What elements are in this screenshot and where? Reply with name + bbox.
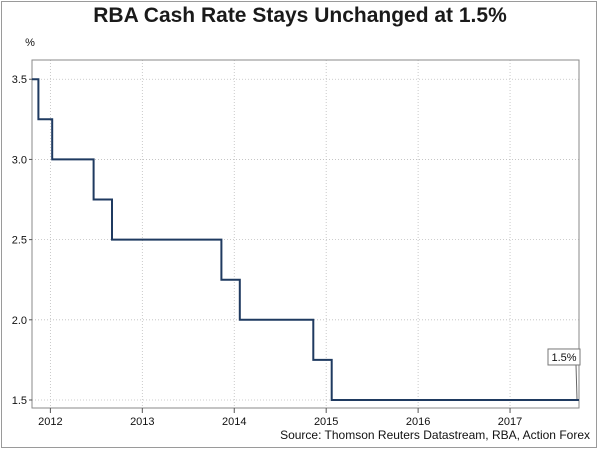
y-tick-label: 1.5 bbox=[12, 395, 27, 407]
series-line bbox=[32, 78, 579, 401]
annotation-leader-line bbox=[575, 364, 578, 399]
y-tick-label: 2.0 bbox=[12, 315, 27, 327]
x-tick-label: 2015 bbox=[314, 416, 338, 428]
annotation-box bbox=[547, 348, 581, 366]
y-axis-label: % bbox=[25, 37, 35, 49]
chart-title: RBA Cash Rate Stays Unchanged at 1.5% bbox=[93, 4, 507, 27]
x-tick-label: 2014 bbox=[222, 416, 246, 428]
source-note: Source: Thomson Reuters Datastream, RBA,… bbox=[280, 428, 590, 442]
x-tick-label: 2017 bbox=[498, 416, 522, 428]
y-tick-label: 2.5 bbox=[12, 235, 27, 247]
annotation-label: 1.5% bbox=[551, 352, 576, 364]
y-tick-label: 3.0 bbox=[12, 154, 27, 166]
plot-area-border bbox=[31, 59, 580, 409]
x-tick-label: 2016 bbox=[406, 416, 430, 428]
y-tick-label: 3.5 bbox=[12, 74, 27, 86]
x-tick-label: 2012 bbox=[38, 416, 62, 428]
x-tick-label: 2013 bbox=[130, 416, 154, 428]
